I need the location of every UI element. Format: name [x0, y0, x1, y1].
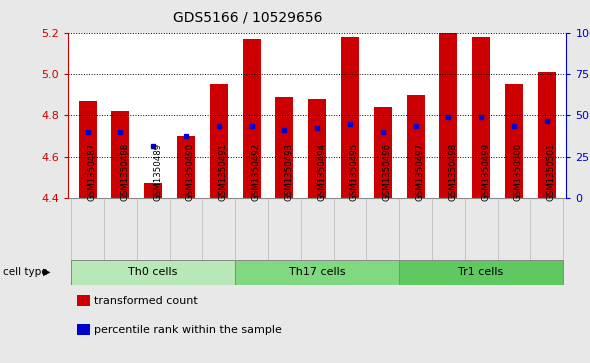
Text: GSM1350498: GSM1350498 — [448, 143, 457, 201]
Bar — [407, 95, 425, 198]
Bar — [112, 111, 129, 198]
Text: GSM1350497: GSM1350497 — [415, 143, 425, 201]
Bar — [440, 30, 457, 198]
Text: transformed count: transformed count — [94, 295, 198, 306]
Text: ▶: ▶ — [43, 267, 51, 277]
Text: GSM1350491: GSM1350491 — [219, 143, 228, 201]
Bar — [242, 39, 261, 198]
Bar — [373, 107, 392, 198]
Text: GSM1350490: GSM1350490 — [186, 143, 195, 201]
Bar — [341, 37, 359, 198]
Bar — [235, 260, 399, 285]
Bar — [78, 101, 97, 198]
Text: GSM1350488: GSM1350488 — [120, 143, 129, 201]
Bar — [537, 72, 556, 198]
Text: Th0 cells: Th0 cells — [129, 267, 178, 277]
Bar — [276, 97, 293, 198]
Text: GSM1350487: GSM1350487 — [87, 143, 97, 201]
Bar — [308, 99, 326, 198]
Text: GDS5166 / 10529656: GDS5166 / 10529656 — [173, 11, 323, 25]
Text: cell type: cell type — [3, 267, 48, 277]
Text: Tr1 cells: Tr1 cells — [458, 267, 504, 277]
Text: GSM1350492: GSM1350492 — [251, 143, 261, 201]
Bar — [505, 84, 523, 198]
Bar — [209, 84, 228, 198]
Text: GSM1350494: GSM1350494 — [317, 143, 326, 201]
Text: GSM1350496: GSM1350496 — [383, 143, 392, 201]
Bar — [399, 260, 563, 285]
Bar — [71, 260, 235, 285]
Text: percentile rank within the sample: percentile rank within the sample — [94, 325, 282, 335]
Bar — [177, 136, 195, 198]
Text: GSM1350493: GSM1350493 — [284, 143, 293, 201]
Text: Th17 cells: Th17 cells — [289, 267, 345, 277]
Text: GSM1350495: GSM1350495 — [350, 143, 359, 201]
Text: GSM1350499: GSM1350499 — [481, 143, 490, 201]
Bar — [472, 37, 490, 198]
Text: GSM1350501: GSM1350501 — [547, 143, 556, 201]
Text: GSM1350500: GSM1350500 — [514, 143, 523, 201]
Bar — [144, 183, 162, 198]
Text: GSM1350489: GSM1350489 — [153, 143, 162, 201]
